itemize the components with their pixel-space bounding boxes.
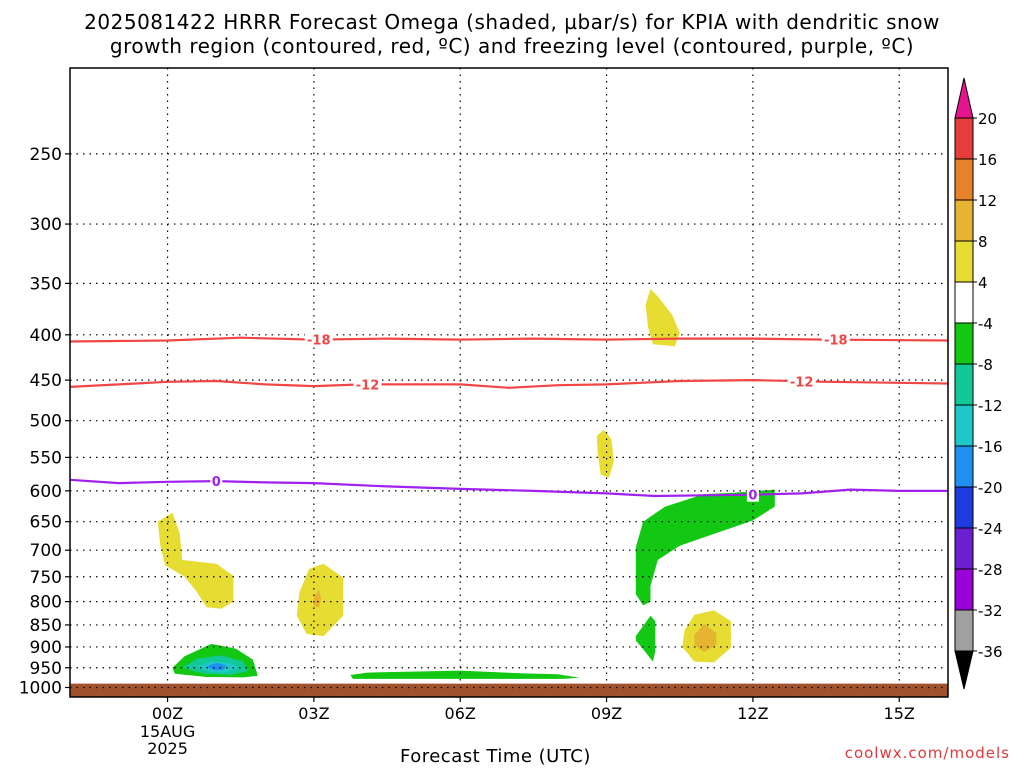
colorbar-segment (954, 322, 974, 365)
y-tick-label: 350 (30, 274, 62, 294)
y-tick-label: 950 (30, 659, 62, 679)
x-tick-label: 15Z (884, 704, 915, 723)
y-tick-label: 550 (30, 448, 62, 468)
omega-region-7 (635, 489, 775, 606)
colorbar-segment (954, 240, 974, 283)
y-axis: 2503003504004505005506006507007508008509… (19, 145, 70, 698)
omega-region-4 (596, 429, 614, 478)
colorbar-label: 20 (978, 110, 997, 128)
colorbar-segment (954, 117, 974, 160)
omega-region-2 (313, 589, 322, 608)
omega-region-3 (645, 288, 680, 347)
contour-minus18: -18 -18 (69, 332, 949, 349)
contour-label-bg (210, 474, 223, 489)
contour-label: 0 (748, 489, 757, 504)
colorbar-label: -8 (978, 356, 993, 374)
x-tick-label: 06Z (445, 704, 476, 723)
colorbar-segment (954, 527, 974, 570)
colorbar-segment (954, 404, 974, 447)
contour-label: -12 (790, 375, 814, 390)
omega-region-6 (694, 624, 717, 652)
omega-region-0 (157, 512, 234, 609)
contour-label-bg (304, 332, 333, 347)
colorbar-label: 16 (978, 151, 997, 169)
colorbar-segment (954, 568, 974, 611)
y-tick-label: 500 (30, 412, 62, 432)
omega-shading (157, 288, 775, 679)
contour-label-bg (787, 374, 816, 389)
colorbar-label: -32 (978, 602, 1003, 620)
colorbar-segment (954, 281, 974, 324)
y-tick-label: 300 (30, 215, 62, 235)
chart-title-line2: growth region (contoured, red, ºC) and f… (109, 34, 915, 58)
plot-frame (69, 67, 949, 698)
y-tick-label: 850 (30, 616, 62, 636)
colorbar-label: -36 (978, 643, 1003, 661)
colorbar-max-arrow (954, 77, 974, 119)
contour-label: -12 (356, 378, 380, 393)
contour-label-bg (353, 377, 382, 392)
colorbar: -36 -32 -28 -24 -20 -16 -12 -8 -4 4 8 12 16 20 (954, 77, 1003, 690)
y-tick-label: 450 (30, 371, 62, 391)
x-axis-title: Forecast Time (UTC) (400, 746, 591, 767)
contour-label: -18 (307, 334, 331, 349)
contour-line (69, 378, 949, 389)
colorbar-segment (954, 363, 974, 406)
omega-region-9 (350, 670, 580, 679)
y-tick-label: 900 (30, 638, 62, 658)
site-credit: coolwx.com/models (844, 744, 1010, 762)
colorbar-segment (954, 199, 974, 242)
x-tick-label: 09Z (591, 704, 622, 723)
y-tick-label: 650 (30, 513, 62, 533)
y-tick-label: 250 (30, 145, 62, 165)
contour-minus12: -12 -12 (69, 374, 949, 393)
y-tick-label: 600 (30, 482, 62, 502)
contour-label-bg (746, 487, 759, 502)
omega-region-8 (635, 615, 656, 662)
colorbar-label: 8 (978, 233, 988, 251)
contour-freezing-level: 00 (69, 474, 948, 504)
colorbar-label: 12 (978, 192, 997, 210)
colorbar-label: -24 (978, 520, 1003, 538)
x-tick-label: 03Z (298, 704, 329, 723)
colorbar-label: 4 (978, 274, 988, 292)
omega-region-13 (206, 662, 227, 671)
y-tick-label: 750 (30, 568, 62, 588)
y-tick-label: 400 (30, 326, 62, 346)
ground-fill (70, 683, 948, 697)
colorbar-segment (954, 445, 974, 488)
colorbar-label: -28 (978, 561, 1003, 579)
colorbar-segment (954, 486, 974, 529)
colorbar-min-arrow (954, 650, 974, 690)
y-tick-label: 700 (30, 541, 62, 561)
x-tick-sublabel: 2025 (147, 739, 188, 758)
contour-line (69, 478, 948, 498)
x-tick-sublabel: 15AUG (140, 722, 195, 741)
contour-label: 0 (212, 475, 221, 490)
colorbar-label: -4 (978, 315, 993, 333)
colorbar-segment (954, 609, 974, 652)
contour-label: -18 (824, 334, 848, 349)
x-tick-label: 00Z (152, 704, 183, 723)
colorbar-label: -12 (978, 397, 1003, 415)
y-tick-label: 1000 (19, 678, 62, 698)
colorbar-label: -16 (978, 438, 1003, 456)
colorbar-segment (954, 158, 974, 201)
contour-label-bg (821, 332, 850, 347)
colorbar-label: -20 (978, 479, 1003, 497)
x-tick-label: 12Z (737, 704, 768, 723)
contour-line (69, 336, 949, 343)
chart-title-line1: 2025081422 HRRR Forecast Omega (shaded, … (84, 10, 940, 34)
y-tick-label: 800 (30, 593, 62, 613)
